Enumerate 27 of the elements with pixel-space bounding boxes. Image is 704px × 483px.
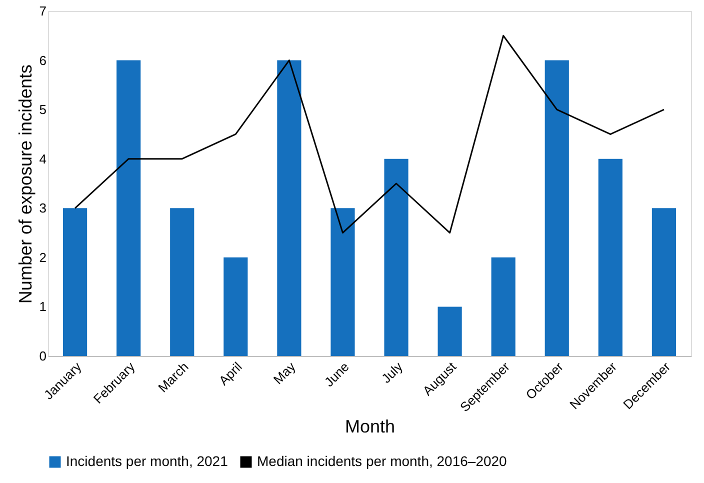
bar	[652, 208, 676, 356]
y-tick-label: 2	[39, 250, 46, 265]
bar	[491, 257, 516, 356]
y-tick-label: 5	[39, 102, 46, 118]
y-tick-label: 1	[39, 299, 46, 314]
x-axis-title: Month	[344, 416, 396, 437]
bar	[438, 306, 462, 356]
bar	[116, 60, 141, 356]
bar	[598, 158, 622, 356]
legend-label: Median incidents per month, 2016–2020	[257, 453, 508, 469]
y-tick-label: 4	[39, 151, 46, 166]
bar	[330, 208, 355, 356]
bar	[544, 60, 569, 356]
bar	[170, 208, 194, 356]
y-tick-label: 7	[39, 4, 46, 18]
bar	[384, 158, 408, 356]
legend-label: Incidents per month, 2021	[66, 453, 228, 469]
bar	[62, 208, 88, 356]
y-axis-title: Number of exposure incidents	[15, 64, 36, 304]
y-tick-label: 6	[39, 52, 46, 68]
line-series	[74, 34, 665, 234]
y-tick-label: 0	[39, 348, 46, 364]
bar	[224, 257, 248, 356]
y-tick-label: 3	[39, 200, 46, 216]
bar	[277, 60, 302, 356]
x-tick-label: July	[378, 358, 406, 386]
x-tick-label: May	[270, 358, 299, 388]
